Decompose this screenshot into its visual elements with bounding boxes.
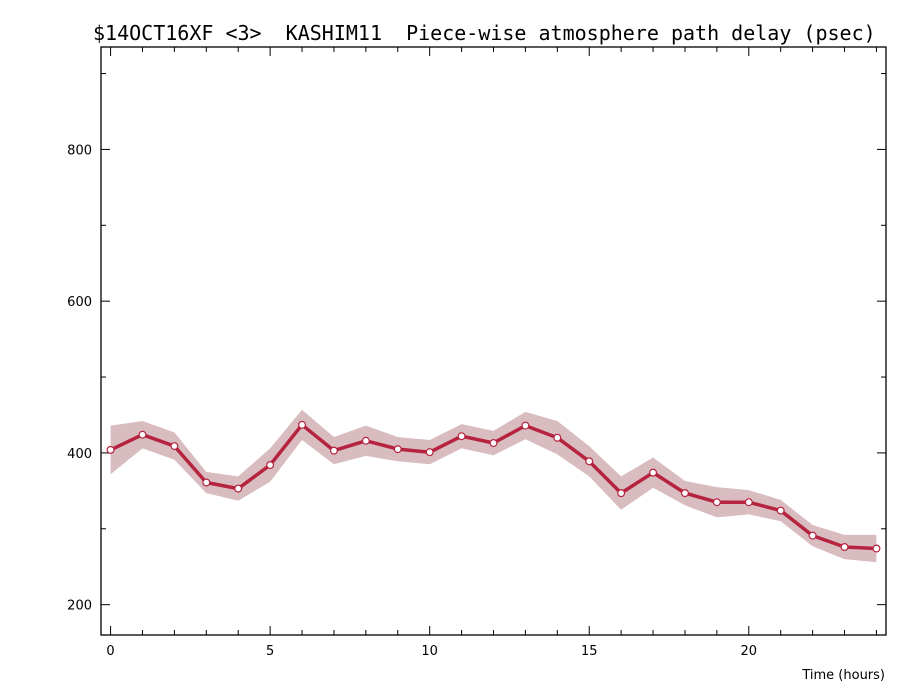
chart-title: $14OCT16XF <3> KASHIM11 Piece-wise atmos… (93, 21, 876, 45)
x-tick-label: 0 (106, 644, 114, 659)
data-point (553, 433, 562, 442)
plot-area: 0 5 10 15 20 200 400 600 800 (67, 46, 887, 659)
x-tick-label: 15 (581, 644, 598, 659)
x-tick-label: 10 (421, 644, 438, 659)
data-point (361, 436, 370, 445)
data-point (649, 468, 658, 477)
data-point (776, 506, 785, 515)
plot-frame (100, 46, 887, 636)
data-point (808, 531, 817, 540)
data-point (329, 446, 338, 455)
data-point (840, 542, 849, 551)
data-point (872, 544, 881, 553)
data-point (617, 489, 626, 498)
y-tick-label: 200 (67, 599, 92, 614)
data-point (744, 498, 753, 507)
x-tick-label: 5 (266, 644, 274, 659)
data-point (457, 432, 466, 441)
data-point (585, 457, 594, 466)
data-point (298, 420, 307, 429)
x-tick-label: 20 (741, 644, 758, 659)
data-point (202, 478, 211, 487)
data-point (106, 445, 115, 454)
data-point (266, 461, 275, 470)
data-point (489, 439, 498, 448)
y-tick-label: 800 (67, 143, 92, 158)
data-point (138, 430, 147, 439)
data-point (521, 421, 530, 430)
data-point (393, 445, 402, 454)
data-point (170, 442, 179, 451)
data-point (425, 448, 434, 457)
x-axis-label: Time (hours) (801, 668, 885, 683)
data-point (712, 498, 721, 507)
y-tick-label: 400 (67, 447, 92, 462)
data-point (680, 489, 689, 498)
y-tick-label: 600 (67, 295, 92, 310)
data-point (234, 484, 243, 493)
